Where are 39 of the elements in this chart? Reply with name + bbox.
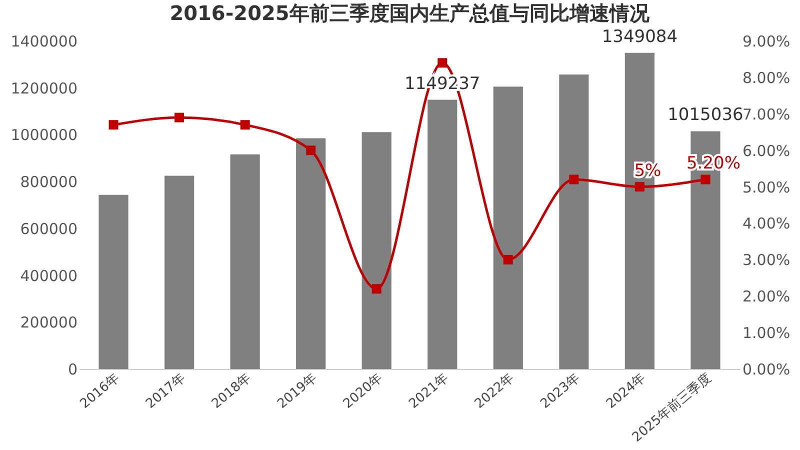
data-label: 1349084 (602, 26, 678, 47)
y-tick-label: 1400000 (10, 32, 78, 50)
bar (493, 86, 523, 369)
y-tick-label: 1000000 (10, 126, 78, 144)
y2-tick-label: 7.00% (742, 105, 790, 124)
y2-tick-label: 0.00% (742, 360, 790, 378)
y-tick-label: 600000 (20, 220, 78, 238)
bar (296, 138, 326, 369)
y2-tick-label: 5.00% (742, 178, 790, 196)
y-tick-label: 800000 (20, 173, 78, 192)
y-tick-label: 1200000 (10, 79, 78, 98)
y2-tick-label: 6.00% (742, 142, 790, 160)
point (372, 284, 382, 294)
point (306, 146, 316, 156)
y-tick-label: 0 (68, 360, 78, 378)
point (569, 174, 579, 184)
y-tick-label: 400000 (20, 266, 78, 285)
bar (428, 100, 458, 369)
y2-tick-label: 8.00% (742, 68, 790, 87)
y-tick-label: 200000 (20, 314, 78, 332)
y2-tick-label: 9.00% (742, 32, 790, 50)
point (503, 254, 513, 264)
bar (559, 74, 589, 369)
point (438, 58, 448, 68)
point (634, 182, 644, 192)
data-label: 1015036 (668, 105, 744, 126)
chart-title: 2016-2025年前三季度国内生产总值与同比增速情况 (170, 0, 650, 25)
bar (98, 194, 128, 369)
point (174, 112, 184, 122)
bar (230, 154, 260, 369)
point (240, 120, 250, 130)
point (700, 174, 710, 184)
y2-tick-label: 3.00% (742, 251, 790, 270)
y2-tick-label: 1.00% (742, 324, 790, 342)
bar (362, 132, 392, 369)
point (108, 120, 118, 130)
y2-tick-label: 2.00% (742, 288, 790, 306)
y2-tick-label: 4.00% (742, 214, 790, 233)
bar (164, 176, 194, 369)
